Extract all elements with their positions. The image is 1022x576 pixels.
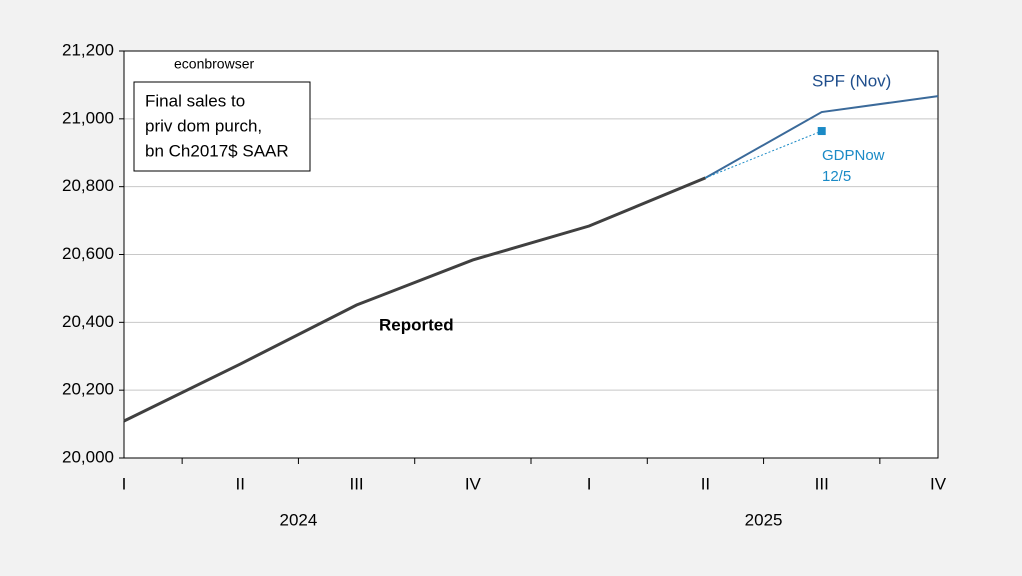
y-tick-label: 20,800 — [62, 176, 114, 195]
series-line — [704, 95, 939, 179]
x-tick-label: III — [815, 474, 829, 493]
series-label: GDPNow — [822, 147, 885, 164]
x-tick-label: IV — [465, 474, 482, 493]
series-line — [123, 176, 707, 423]
x-tick-label: II — [236, 474, 245, 493]
year-label: 2024 — [280, 510, 318, 529]
y-tick-label: 20,600 — [62, 244, 114, 263]
year-label: 2025 — [745, 510, 783, 529]
x-tick-label: III — [349, 474, 363, 493]
y-tick-label: 21,000 — [62, 108, 114, 127]
note-line: priv dom purch, — [145, 116, 262, 135]
x-tick-label: II — [701, 474, 710, 493]
series-label: Reported — [379, 315, 454, 334]
x-tick-label: I — [587, 474, 592, 493]
point-marker — [817, 127, 826, 136]
note-line: bn Ch2017$ SAAR — [145, 141, 289, 160]
y-tick-label: 21,200 — [62, 40, 114, 59]
watermark: econbrowser — [174, 56, 254, 72]
series-label: SPF (Nov) — [812, 71, 891, 90]
note-box — [133, 81, 311, 172]
x-tick-label: I — [122, 474, 127, 493]
y-tick-label: 20,000 — [62, 447, 114, 466]
x-tick-label: IV — [930, 474, 947, 493]
note-line: Final sales to — [145, 91, 245, 110]
series-line — [705, 130, 822, 179]
series-label: 12/5 — [822, 168, 851, 185]
y-tick-label: 20,200 — [62, 380, 114, 399]
y-tick-label: 20,400 — [62, 312, 114, 331]
